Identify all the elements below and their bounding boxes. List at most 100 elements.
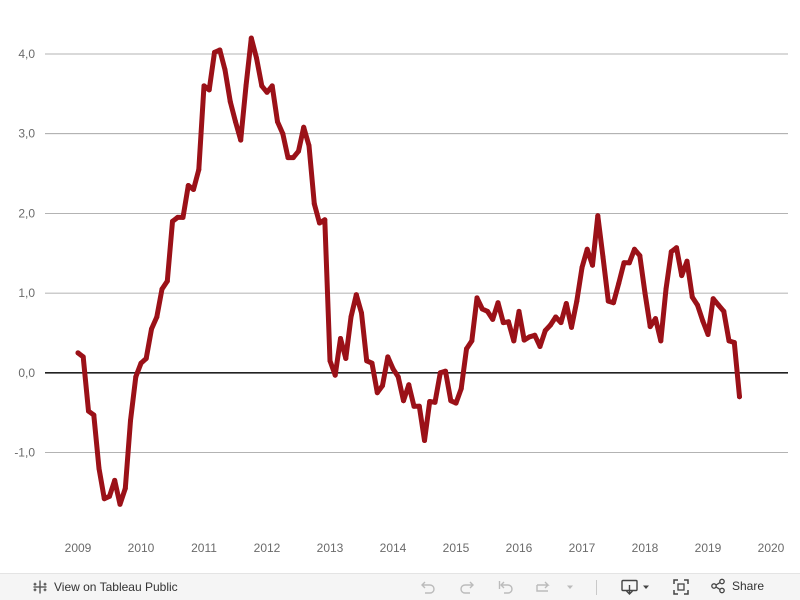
data-point[interactable] — [511, 338, 517, 344]
data-point[interactable] — [395, 374, 401, 380]
redo-button[interactable] — [458, 579, 476, 595]
data-point[interactable] — [385, 354, 391, 360]
data-point[interactable] — [306, 143, 312, 149]
data-point[interactable] — [637, 253, 643, 259]
data-point[interactable] — [222, 67, 228, 73]
data-point[interactable] — [411, 403, 417, 409]
share-button[interactable]: Share — [710, 578, 764, 594]
data-point[interactable] — [311, 201, 317, 207]
revert-button[interactable] — [497, 579, 515, 595]
data-point[interactable] — [364, 358, 370, 364]
data-point[interactable] — [731, 340, 737, 345]
data-point[interactable] — [180, 214, 186, 220]
data-point[interactable] — [443, 368, 448, 374]
data-point[interactable] — [91, 412, 97, 418]
data-point[interactable] — [353, 292, 359, 298]
data-point[interactable] — [621, 260, 627, 266]
data-point[interactable] — [616, 281, 622, 286]
data-point[interactable] — [490, 316, 496, 322]
data-point[interactable] — [716, 302, 721, 308]
data-point[interactable] — [500, 320, 506, 326]
data-point[interactable] — [721, 308, 727, 314]
data-point[interactable] — [406, 382, 412, 388]
data-point[interactable] — [700, 318, 706, 324]
data-point[interactable] — [705, 332, 711, 337]
data-point[interactable] — [574, 298, 580, 304]
data-point[interactable] — [663, 286, 669, 292]
data-point[interactable] — [532, 332, 538, 338]
data-point[interactable] — [248, 35, 254, 41]
data-point[interactable] — [674, 245, 679, 251]
data-point[interactable] — [143, 356, 149, 361]
data-point[interactable] — [75, 350, 81, 356]
fullscreen-button[interactable] — [672, 579, 690, 595]
data-point[interactable] — [668, 249, 674, 255]
data-point[interactable] — [695, 302, 700, 308]
data-point[interactable] — [217, 47, 223, 53]
data-point[interactable] — [369, 360, 375, 366]
data-point[interactable] — [658, 338, 664, 344]
data-point[interactable] — [506, 319, 511, 325]
data-point[interactable] — [117, 501, 123, 507]
data-point[interactable] — [138, 360, 144, 366]
data-point[interactable] — [710, 296, 716, 302]
data-point[interactable] — [206, 87, 212, 93]
data-point[interactable] — [632, 246, 637, 252]
data-point[interactable] — [600, 254, 606, 260]
view-on-tableau-public-link[interactable]: View on Tableau Public — [0, 579, 178, 595]
data-point[interactable] — [448, 398, 454, 404]
data-point[interactable] — [390, 366, 396, 372]
data-point[interactable] — [558, 320, 564, 326]
data-point[interactable] — [107, 493, 112, 499]
data-point[interactable] — [359, 310, 364, 316]
data-point[interactable] — [422, 438, 427, 443]
data-point[interactable] — [516, 308, 522, 314]
data-point[interactable] — [280, 131, 286, 137]
data-point[interactable] — [264, 89, 270, 95]
data-point[interactable] — [595, 213, 601, 219]
data-point[interactable] — [647, 324, 653, 330]
data-point[interactable] — [458, 386, 464, 392]
data-point[interactable] — [285, 155, 291, 161]
data-point[interactable] — [348, 314, 354, 320]
data-point[interactable] — [243, 83, 249, 89]
data-point[interactable] — [86, 408, 91, 414]
data-point[interactable] — [191, 187, 196, 192]
data-point[interactable] — [170, 218, 175, 224]
data-point[interactable] — [527, 334, 532, 340]
data-point[interactable] — [684, 258, 690, 264]
data-point[interactable] — [332, 372, 338, 378]
data-point[interactable] — [726, 338, 732, 344]
data-point[interactable] — [154, 314, 160, 320]
data-point[interactable] — [590, 262, 595, 268]
data-point[interactable] — [464, 346, 469, 352]
data-point[interactable] — [175, 214, 181, 220]
data-point[interactable] — [269, 83, 275, 89]
data-point[interactable] — [479, 306, 485, 312]
data-point[interactable] — [611, 300, 616, 306]
data-point[interactable] — [343, 356, 349, 361]
data-point[interactable] — [380, 383, 385, 389]
data-point[interactable] — [605, 298, 611, 304]
data-point[interactable] — [301, 124, 307, 130]
data-point[interactable] — [101, 496, 107, 502]
data-point[interactable] — [427, 399, 433, 404]
data-point[interactable] — [453, 400, 459, 406]
data-point[interactable] — [338, 336, 343, 341]
data-point[interactable] — [196, 167, 202, 173]
data-point[interactable] — [416, 403, 422, 409]
data-point[interactable] — [521, 337, 527, 343]
data-point[interactable] — [401, 398, 406, 404]
data-point[interactable] — [212, 49, 217, 55]
data-point[interactable] — [233, 119, 238, 125]
data-point[interactable] — [122, 485, 128, 491]
data-point[interactable] — [80, 354, 86, 360]
data-point[interactable] — [159, 286, 165, 292]
data-point[interactable] — [290, 155, 296, 161]
data-point[interactable] — [164, 278, 170, 284]
data-point[interactable] — [679, 273, 685, 279]
refresh-button[interactable] — [535, 579, 575, 595]
data-point[interactable] — [542, 328, 548, 334]
data-point[interactable] — [495, 300, 501, 306]
data-point[interactable] — [563, 301, 569, 306]
